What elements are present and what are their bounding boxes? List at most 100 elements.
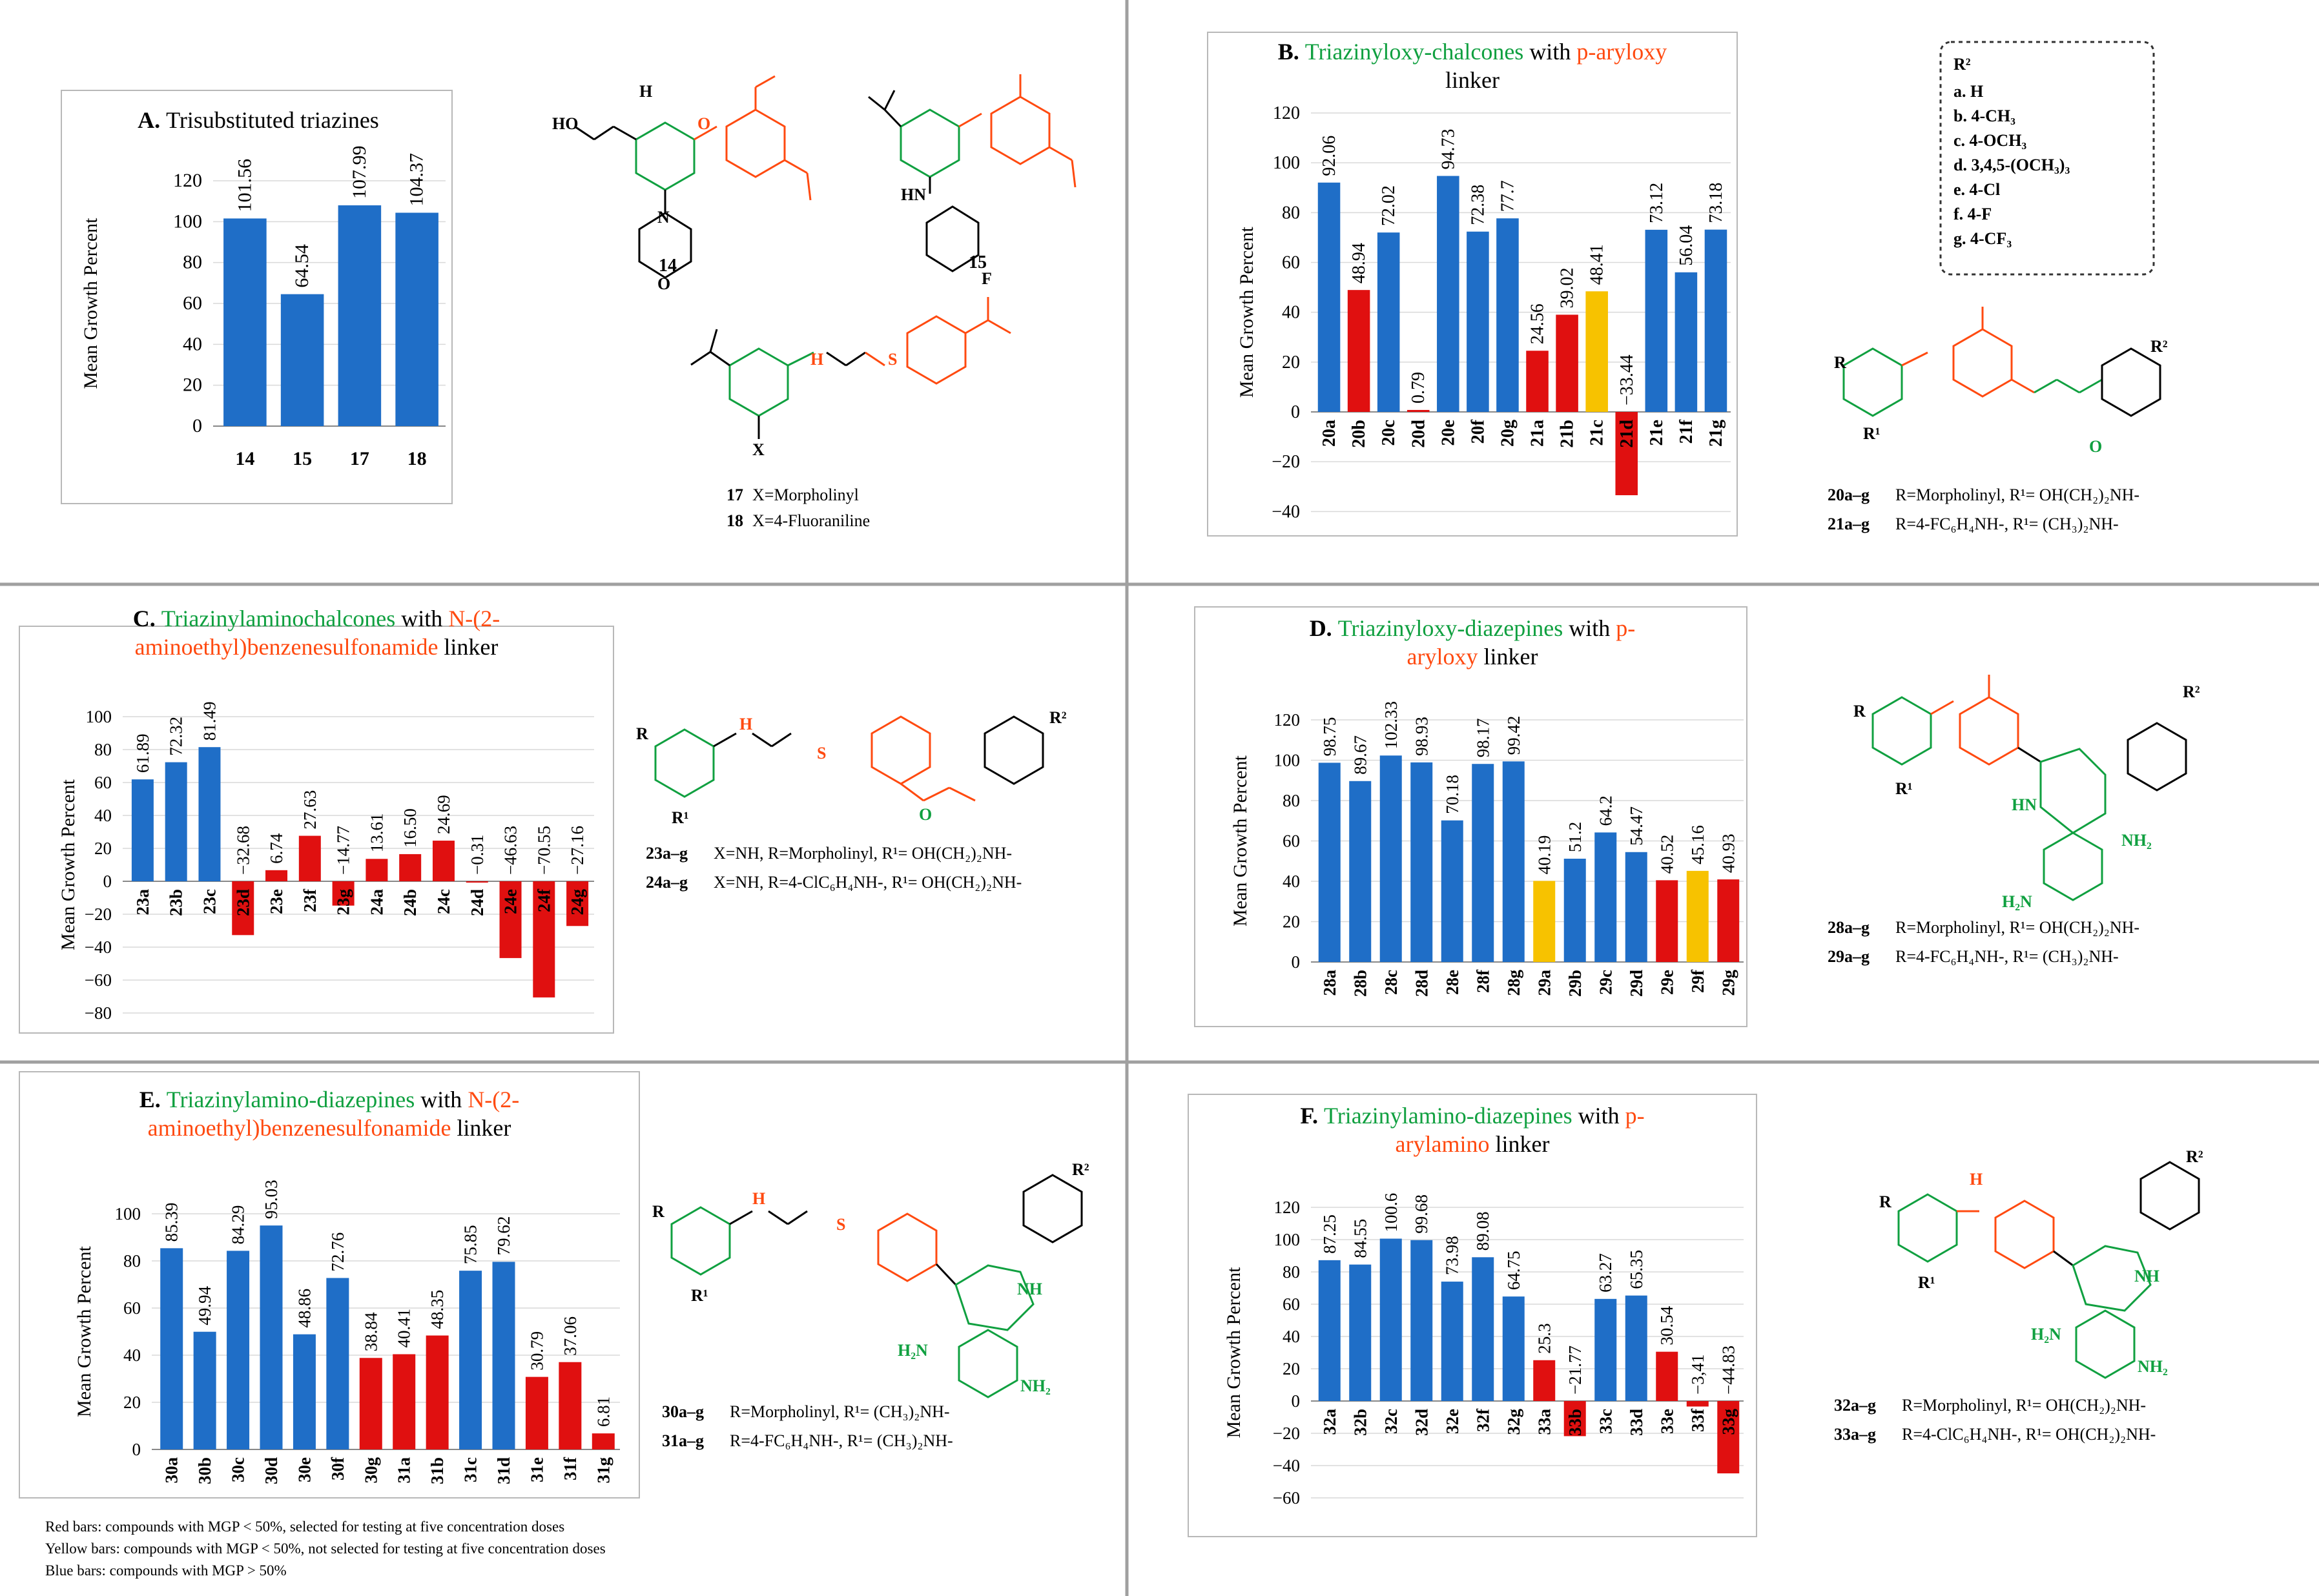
y-tick-label: −40 — [1273, 1456, 1300, 1475]
structure-D-r1: R¹ — [1895, 779, 1913, 798]
bar — [566, 881, 589, 926]
structure-C-s: S — [817, 744, 826, 762]
bar-value-label: 54.47 — [1627, 806, 1646, 846]
category-label: 21b — [1558, 420, 1578, 448]
bar — [265, 870, 288, 881]
category-label: 31g — [593, 1457, 613, 1484]
y-tick-label: −20 — [1273, 1424, 1300, 1443]
y-tick-label: −60 — [85, 970, 112, 990]
chart-title-part: N-(2- — [468, 1087, 519, 1112]
bar — [1318, 762, 1341, 962]
bar — [293, 1334, 316, 1449]
bar — [1377, 232, 1400, 412]
structure-17-desc: X=Morpholinyl — [752, 486, 859, 504]
bar — [1502, 1296, 1525, 1401]
structure-C-num1: 23a–g — [646, 844, 688, 863]
structure-F-h2n: H₂N — [2031, 1325, 2061, 1344]
bar-value-label: −44.83 — [1718, 1345, 1738, 1395]
structure-C-o: O — [919, 805, 932, 824]
bar-value-label: 51.2 — [1565, 822, 1585, 852]
bar-value-label: 38.84 — [361, 1312, 380, 1351]
bar — [1410, 1240, 1433, 1401]
bar — [395, 212, 438, 426]
category-label: 30g — [361, 1457, 380, 1484]
bar — [592, 1433, 615, 1449]
y-tick-label: −40 — [85, 937, 112, 957]
y-tick-label: −60 — [1273, 1488, 1300, 1508]
bar — [1472, 764, 1494, 962]
category-label: 29b — [1565, 970, 1585, 997]
bar-value-label: 92.06 — [1319, 136, 1339, 176]
chart-d-title: D. Triazinyloxy-diazepines with p- — [1310, 615, 1636, 641]
bar — [1717, 879, 1740, 962]
bar — [459, 1271, 482, 1449]
chart-title-letter: A. — [138, 107, 166, 133]
structure-17-x: X — [752, 440, 765, 459]
bar — [1556, 314, 1578, 412]
y-tick-label: 60 — [94, 773, 112, 792]
category-label: 28c — [1381, 970, 1401, 995]
structure-E-nh2: NH₂ — [1020, 1376, 1051, 1395]
category-label: 28a — [1320, 970, 1339, 996]
y-axis-label: Mean Growth Percent — [1236, 227, 1257, 398]
chart-a: A. Trisubstituted triazines 0 20 40 60 80 100 1… — [80, 107, 446, 469]
chart-d-title-line2: aryloxy linker — [1407, 644, 1538, 670]
chart-title-part: Triazinylamino-diazepines — [167, 1087, 415, 1112]
chart-d: D. Triazinyloxy-diazepines with p-arylox… — [1230, 615, 1744, 997]
y-tick-label: 0 — [103, 872, 112, 891]
bar-value-label: 99.68 — [1412, 1194, 1431, 1234]
y-tick-label: 20 — [1283, 1359, 1300, 1378]
category-label: 24f — [534, 888, 553, 912]
bar — [1407, 409, 1430, 412]
bar — [1563, 859, 1586, 962]
r2-legend-item: g. 4-CF₃ — [1953, 229, 2012, 248]
category-label: 29e — [1657, 970, 1676, 995]
y-tick-label: −40 — [1272, 502, 1300, 522]
structure-F-h: H — [1970, 1170, 1983, 1189]
structure-15-hn: HN — [901, 185, 926, 204]
structure-F-num1: 32a–g — [1834, 1396, 1876, 1415]
category-label: 32a — [1320, 1409, 1339, 1435]
chart-title-part: arylamino — [1396, 1131, 1490, 1157]
bar — [1533, 1360, 1556, 1401]
structure-B-num2: 21a–g — [1828, 515, 1870, 533]
bar-value-label: 72.32 — [167, 717, 186, 756]
structure-B-o: O — [2089, 437, 2102, 456]
y-tick-label: 40 — [183, 333, 202, 354]
bar-value-label: −21.77 — [1565, 1345, 1585, 1395]
bar-value-label: 95.03 — [262, 1180, 281, 1219]
bar-value-label: 37.06 — [561, 1316, 580, 1356]
structure-F-r: R — [1879, 1192, 1891, 1211]
category-label: 20g — [1498, 420, 1518, 447]
bar-value-label: 98.93 — [1412, 717, 1431, 756]
bar-value-label: 39.02 — [1558, 267, 1578, 308]
category-label: 30e — [294, 1457, 314, 1482]
bar — [1625, 1295, 1647, 1401]
structure-F-desc2: R=4-ClC₆H₄NH-, R¹= OH(CH₂)₂NH- — [1902, 1425, 2156, 1444]
bar-value-label: 0.79 — [1408, 372, 1428, 404]
category-label: 20f — [1468, 419, 1488, 444]
structure-15-f: F — [982, 269, 992, 288]
chart-c-title: C. Triazinylaminochalcones with N-(2- — [133, 606, 500, 631]
structure-15 — [868, 74, 1077, 272]
structure-B-r1: R¹ — [1863, 424, 1881, 443]
y-tick-label: 100 — [86, 707, 112, 726]
bar — [326, 1278, 349, 1449]
bar — [160, 1248, 183, 1449]
y-tick-label: 60 — [1283, 1294, 1300, 1314]
category-label: 28d — [1412, 970, 1431, 997]
y-tick-label: 20 — [183, 374, 202, 396]
category-label: 29d — [1627, 970, 1646, 997]
bar-value-label: 13.61 — [367, 813, 386, 853]
r2-legend-item: b. 4-CH₃ — [1953, 107, 2015, 125]
category-label: 23c — [200, 889, 219, 914]
bar-value-label: 6.74 — [267, 833, 286, 864]
bar — [193, 1331, 216, 1449]
chart-c-title-line2: aminoethyl)benzenesulfonamide linker — [135, 634, 499, 660]
category-label: 24c — [434, 889, 453, 914]
chart-title-letter: B. — [1278, 39, 1305, 65]
y-tick-label: 0 — [1291, 402, 1300, 422]
bar — [298, 835, 321, 881]
category-label: 14 — [235, 448, 254, 469]
bar-value-label: 24.69 — [434, 795, 453, 834]
